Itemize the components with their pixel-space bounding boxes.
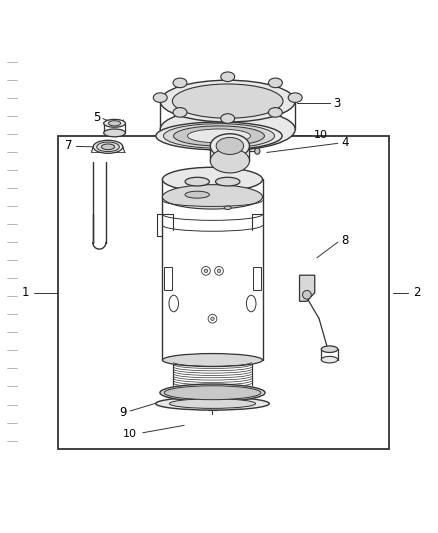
Text: 5: 5 <box>93 111 101 124</box>
Ellipse shape <box>173 78 187 87</box>
Ellipse shape <box>102 144 115 150</box>
Bar <box>58 136 389 449</box>
Ellipse shape <box>164 386 261 400</box>
Ellipse shape <box>109 120 120 126</box>
Ellipse shape <box>268 108 283 117</box>
Circle shape <box>215 266 223 275</box>
Ellipse shape <box>97 142 119 151</box>
Ellipse shape <box>156 122 282 150</box>
Text: 1: 1 <box>21 286 29 299</box>
Ellipse shape <box>104 129 125 137</box>
Text: 10: 10 <box>314 130 328 140</box>
Circle shape <box>201 266 210 275</box>
Text: 2: 2 <box>413 286 421 299</box>
Ellipse shape <box>93 140 123 154</box>
Ellipse shape <box>156 397 269 410</box>
Ellipse shape <box>321 357 338 363</box>
Text: 7: 7 <box>65 140 73 152</box>
Ellipse shape <box>160 109 295 150</box>
Ellipse shape <box>153 93 167 102</box>
Ellipse shape <box>187 129 251 143</box>
Ellipse shape <box>162 184 262 209</box>
Ellipse shape <box>210 149 250 173</box>
Ellipse shape <box>215 177 240 186</box>
Ellipse shape <box>210 134 250 158</box>
Bar <box>253 266 261 290</box>
Ellipse shape <box>185 191 209 198</box>
Ellipse shape <box>247 295 256 312</box>
Circle shape <box>211 317 214 320</box>
Circle shape <box>208 314 217 323</box>
Ellipse shape <box>321 346 338 352</box>
Ellipse shape <box>221 114 235 123</box>
Ellipse shape <box>162 167 262 192</box>
Ellipse shape <box>160 80 295 122</box>
Text: 8: 8 <box>342 234 349 247</box>
Ellipse shape <box>224 206 231 209</box>
Circle shape <box>217 269 221 272</box>
Text: 9: 9 <box>120 406 127 419</box>
Ellipse shape <box>173 126 265 146</box>
Ellipse shape <box>288 93 302 102</box>
Ellipse shape <box>221 72 235 82</box>
Text: 10: 10 <box>123 429 137 439</box>
Circle shape <box>204 269 208 272</box>
Polygon shape <box>300 275 315 301</box>
Ellipse shape <box>254 148 260 154</box>
Ellipse shape <box>173 84 283 118</box>
Ellipse shape <box>169 295 179 312</box>
Ellipse shape <box>162 353 262 367</box>
Ellipse shape <box>163 124 275 148</box>
Text: 3: 3 <box>333 97 340 110</box>
Ellipse shape <box>185 177 209 186</box>
Ellipse shape <box>104 119 125 127</box>
Ellipse shape <box>170 399 255 408</box>
Ellipse shape <box>268 78 283 87</box>
Ellipse shape <box>173 108 187 117</box>
Text: 4: 4 <box>342 136 349 149</box>
Bar <box>164 266 172 290</box>
Ellipse shape <box>216 138 244 155</box>
Ellipse shape <box>160 384 265 401</box>
Circle shape <box>303 290 311 299</box>
